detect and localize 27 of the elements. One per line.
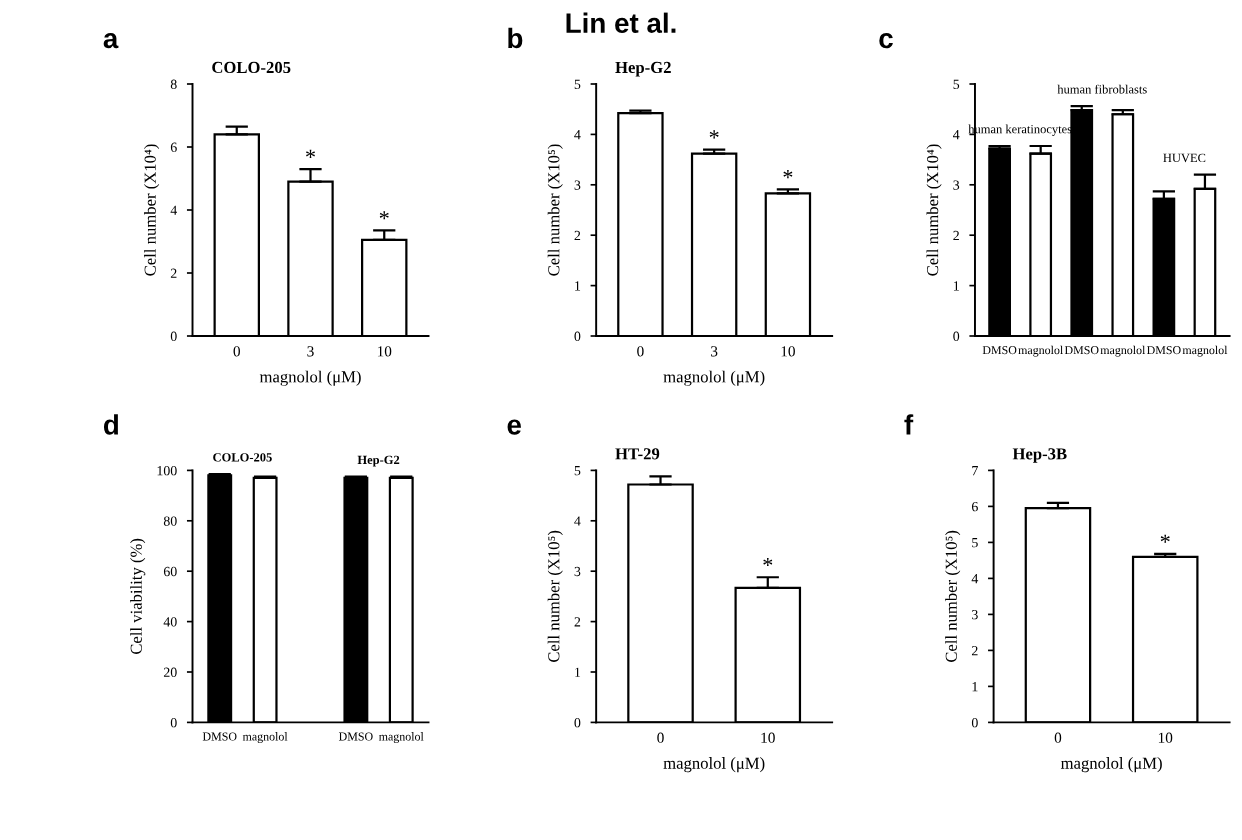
- annotation: *: [783, 170, 793, 179]
- chart-title: e: [507, 419, 521, 435]
- chart-subtitle: Hep-G2: [615, 61, 671, 77]
- chart-title: d: [103, 414, 118, 435]
- annotation: *: [1160, 534, 1170, 543]
- y-axis-title: Cell number (X10⁴): [144, 144, 160, 276]
- annotation: *: [709, 130, 719, 139]
- chart-title: f: [904, 414, 914, 435]
- chart-subtitle: Hep-3B: [1012, 448, 1067, 463]
- chart-subtitle: COLO-205: [212, 61, 291, 74]
- chart-title: a: [103, 33, 119, 49]
- chart-title: b: [508, 27, 523, 49]
- text: Lin et al.: [566, 12, 676, 33]
- annotation: *: [379, 211, 389, 220]
- y-axis-title: Cell number (X10⁴): [926, 144, 942, 276]
- y-axis-title: Cell viability (%): [130, 538, 146, 655]
- chart-title: c: [879, 33, 893, 49]
- annotation: *: [763, 557, 773, 567]
- chart-subtitle: HT-29: [615, 448, 660, 460]
- y-axis-title: Cell number (X10⁵): [547, 144, 563, 276]
- x-axis-title: magnolol (μM): [259, 370, 361, 386]
- x-axis-title: magnolol (μM): [1060, 757, 1162, 773]
- y-axis-title: Cell number (X10⁵): [547, 530, 563, 663]
- x-axis-title: magnolol (μM): [663, 370, 765, 386]
- y-axis-title: Cell number (X10⁵): [945, 530, 961, 663]
- x-axis-title: magnolol (μM): [663, 757, 765, 773]
- annotation: *: [306, 149, 315, 158]
